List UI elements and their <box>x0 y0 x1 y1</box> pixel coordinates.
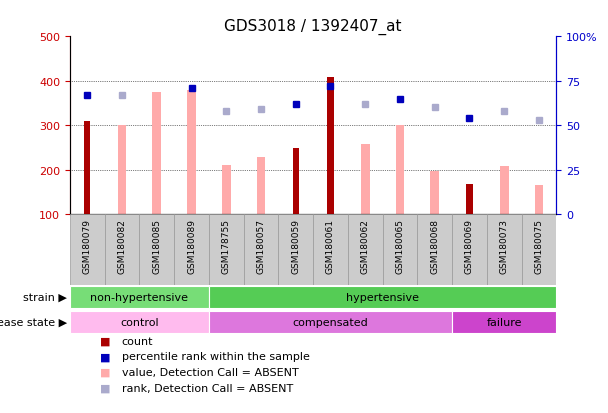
Text: GSM180065: GSM180065 <box>395 218 404 273</box>
Text: hypertensive: hypertensive <box>346 292 419 302</box>
Text: control: control <box>120 317 159 327</box>
Text: GSM180061: GSM180061 <box>326 218 335 273</box>
Text: GSM180085: GSM180085 <box>152 218 161 273</box>
Text: ■: ■ <box>100 351 111 361</box>
Bar <box>500 167 508 215</box>
Text: ■: ■ <box>100 367 111 377</box>
Bar <box>396 126 404 215</box>
Text: GSM180069: GSM180069 <box>465 218 474 273</box>
Bar <box>522 215 556 285</box>
Bar <box>313 215 348 285</box>
Bar <box>209 286 556 309</box>
Bar <box>487 215 522 285</box>
Bar <box>70 311 209 333</box>
Text: disease state ▶: disease state ▶ <box>0 317 67 327</box>
Bar <box>452 215 487 285</box>
Bar <box>153 93 161 215</box>
Text: count: count <box>122 336 153 346</box>
Text: percentile rank within the sample: percentile rank within the sample <box>122 351 309 361</box>
Bar <box>382 215 417 285</box>
Bar <box>534 186 544 215</box>
Bar <box>174 215 209 285</box>
Text: GSM178755: GSM178755 <box>222 218 231 273</box>
Text: failure: failure <box>486 317 522 327</box>
Bar <box>244 215 278 285</box>
Text: GSM180059: GSM180059 <box>291 218 300 273</box>
Text: non-hypertensive: non-hypertensive <box>91 292 188 302</box>
Bar <box>417 215 452 285</box>
Bar <box>452 311 556 333</box>
Text: GSM180089: GSM180089 <box>187 218 196 273</box>
Bar <box>105 215 139 285</box>
Text: ■: ■ <box>100 336 111 346</box>
Bar <box>209 215 244 285</box>
Text: GSM180068: GSM180068 <box>430 218 439 273</box>
Bar <box>257 158 265 215</box>
Text: value, Detection Call = ABSENT: value, Detection Call = ABSENT <box>122 367 299 377</box>
Bar <box>348 215 382 285</box>
Bar <box>70 215 105 285</box>
Bar <box>70 286 209 309</box>
Text: compensated: compensated <box>292 317 368 327</box>
Bar <box>327 78 334 215</box>
Text: GSM180075: GSM180075 <box>534 218 544 273</box>
Bar <box>139 215 174 285</box>
Bar <box>466 185 472 215</box>
Text: GSM180073: GSM180073 <box>500 218 509 273</box>
Text: GSM180082: GSM180082 <box>117 218 126 273</box>
Title: GDS3018 / 1392407_at: GDS3018 / 1392407_at <box>224 18 402 34</box>
Bar <box>187 90 196 215</box>
Bar <box>84 121 91 215</box>
Bar <box>118 126 126 215</box>
Bar <box>278 215 313 285</box>
Bar <box>222 166 230 215</box>
Text: ■: ■ <box>100 383 111 393</box>
Bar <box>209 311 452 333</box>
Text: GSM180057: GSM180057 <box>257 218 266 273</box>
Text: rank, Detection Call = ABSENT: rank, Detection Call = ABSENT <box>122 383 293 393</box>
Text: GSM180062: GSM180062 <box>361 218 370 273</box>
Bar <box>292 149 299 215</box>
Bar <box>361 145 370 215</box>
Bar <box>430 172 439 215</box>
Text: GSM180079: GSM180079 <box>83 218 92 273</box>
Text: strain ▶: strain ▶ <box>23 292 67 302</box>
